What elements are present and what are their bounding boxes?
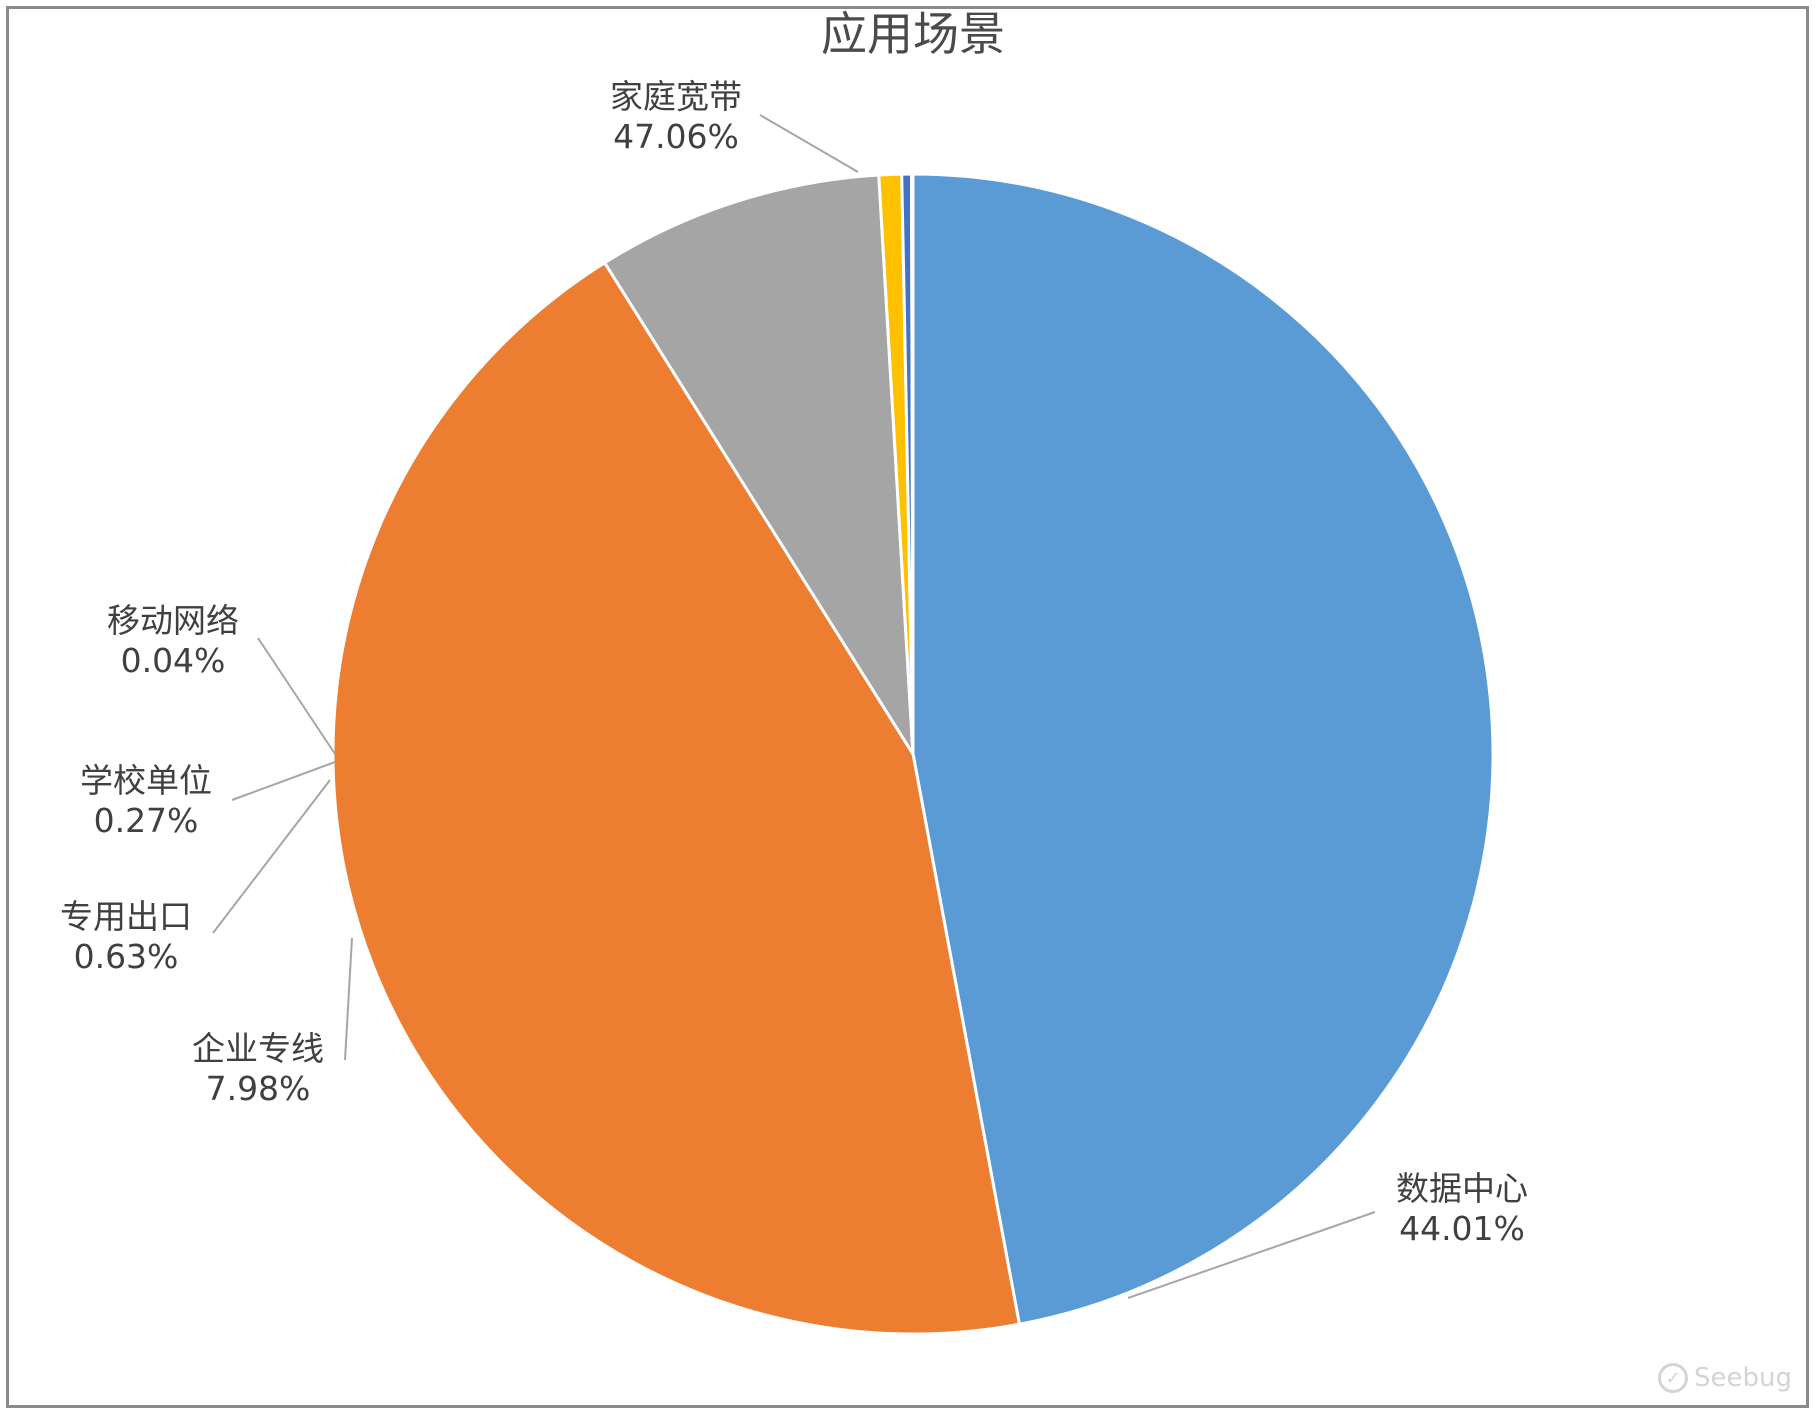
slice-label-0: 家庭宽带 (610, 77, 742, 116)
pie-slice-0 (911, 172, 1495, 1326)
slice-value-label-4: 0.27% (94, 801, 199, 840)
watermark: ✓ Seebug (1658, 1363, 1792, 1393)
slice-label-4: 学校单位 (80, 761, 212, 800)
slice-label-2: 企业专线 (192, 1029, 324, 1068)
leader-line-0 (759, 114, 859, 173)
slice-value-label-3: 0.63% (74, 937, 179, 976)
slice-label-1: 数据中心 (1396, 1169, 1528, 1208)
pie-slices (331, 172, 1495, 1336)
slice-value-label-0: 47.06% (613, 117, 739, 156)
pie-slice-1 (331, 260, 1022, 1336)
leader-line-3 (212, 779, 331, 934)
leader-lines (212, 114, 1376, 1299)
pie-slice-5 (910, 172, 915, 755)
slice-value-label-2: 7.98% (206, 1069, 311, 1108)
leader-line-1 (1127, 1211, 1376, 1299)
slice-value-label-5: 0.04% (121, 641, 226, 680)
slice-label-5: 移动网络 (107, 601, 239, 640)
chart-title: 应用场景 (821, 7, 1005, 61)
leader-line-4 (231, 761, 336, 801)
watermark-text: Seebug (1694, 1363, 1792, 1393)
leader-line-5 (257, 637, 336, 755)
seebug-logo-icon: ✓ (1658, 1363, 1689, 1393)
slice-value-label-1: 44.01% (1399, 1209, 1525, 1248)
pie-slice-2 (602, 173, 915, 755)
slice-label-3: 专用出口 (60, 897, 192, 936)
leader-line-2 (344, 937, 353, 1061)
